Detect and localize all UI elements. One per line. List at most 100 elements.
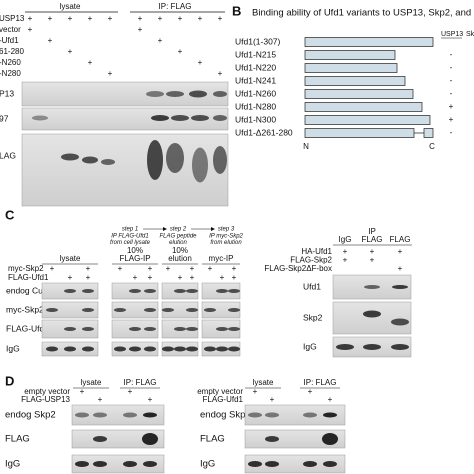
row-label: FLAG-Skp2ΔF-box [264,264,332,273]
sign: + [68,273,73,282]
blot-label: IgG [200,459,215,470]
band [204,346,216,352]
band [216,289,228,293]
blot-label: FLAG-Ufd1 [6,323,49,333]
sign: + [68,47,73,56]
row-label: FLAG-USP13 [21,395,70,404]
row-label: FLAG-Skp2 [290,256,332,265]
band [323,412,337,418]
sign: + [133,273,138,282]
row-label: Ufd1-N280 [235,101,276,111]
step-text: IP myc-Skp2 [209,234,243,240]
blot [244,429,346,449]
band [228,289,240,293]
sign: + [178,273,183,282]
header: FLAG [362,235,383,244]
band [303,412,317,418]
header: lysate [253,378,274,387]
header: IP: FLAG [304,378,337,387]
sign: + [108,69,113,78]
blot [41,301,99,319]
band [186,327,198,331]
result: - [450,63,453,72]
band [174,346,186,352]
band [64,327,76,331]
band [213,91,227,97]
row-label: Ufd1-N300 [235,114,276,124]
sign: + [232,273,237,282]
band [171,115,189,121]
sign: + [370,256,375,265]
band [162,346,174,352]
header: IP: FLAG [124,378,157,387]
sign: + [270,395,275,404]
band [162,308,174,312]
row-label: FLAG-Ufd1 [203,395,244,404]
band [151,115,169,121]
sign: + [343,256,348,265]
step-text: FLAG peptide [159,234,197,240]
band [213,115,227,121]
band [192,147,208,183]
band [144,289,156,293]
column-header: Sk [466,31,474,38]
band [114,346,126,352]
sign: + [178,47,183,56]
row-label: -N280 [0,69,21,78]
domain-bar [304,50,396,60]
band [46,308,58,312]
band [64,289,76,293]
result: - [450,89,453,98]
band [391,344,409,350]
band [93,436,107,442]
band [75,461,89,467]
band [101,159,115,165]
band [391,318,409,326]
sign: + [86,264,91,273]
band [174,327,186,331]
sign: + [398,264,403,273]
band [82,156,98,164]
header: elution [168,254,192,263]
band [129,346,141,352]
title: Binding ability of Ufd1 variants to USP1… [252,8,471,19]
sign: + [220,273,225,282]
band [123,412,137,418]
blot [71,404,165,426]
blot [21,107,229,131]
row-label: Ufd1(1-307) [235,36,281,46]
result: - [450,50,453,59]
band [186,289,198,293]
sign: + [86,273,91,282]
band [147,140,163,180]
blot-label: FLAG [5,434,30,445]
blot-label: IgG [303,341,317,351]
sign: + [138,14,143,23]
band [216,327,228,331]
sign: + [158,36,163,45]
header: FLAG-IP [119,254,150,263]
header: FLAG [390,235,411,244]
domain-bar [304,37,434,47]
band [93,461,107,467]
band [166,91,184,97]
band [228,327,240,331]
band [142,433,158,445]
sign: + [98,395,103,404]
blot [111,301,159,319]
domain-bar [304,102,423,112]
band [228,308,240,312]
arrow-head [211,227,215,231]
row-label: myc-Skp2 [8,264,44,273]
row-label: empty vector [24,387,70,396]
row-label: Ufd1-Δ261-280 [235,127,293,137]
blot-label: Ufd1 [303,281,321,291]
sign: + [178,14,183,23]
sign: + [253,387,258,396]
sign: + [80,387,85,396]
band [64,346,76,352]
row-label: vector [0,25,21,34]
step-text: IP FLAG-Ufd1 [111,234,148,240]
sign: + [166,264,171,273]
row-label: -N260 [0,58,21,67]
